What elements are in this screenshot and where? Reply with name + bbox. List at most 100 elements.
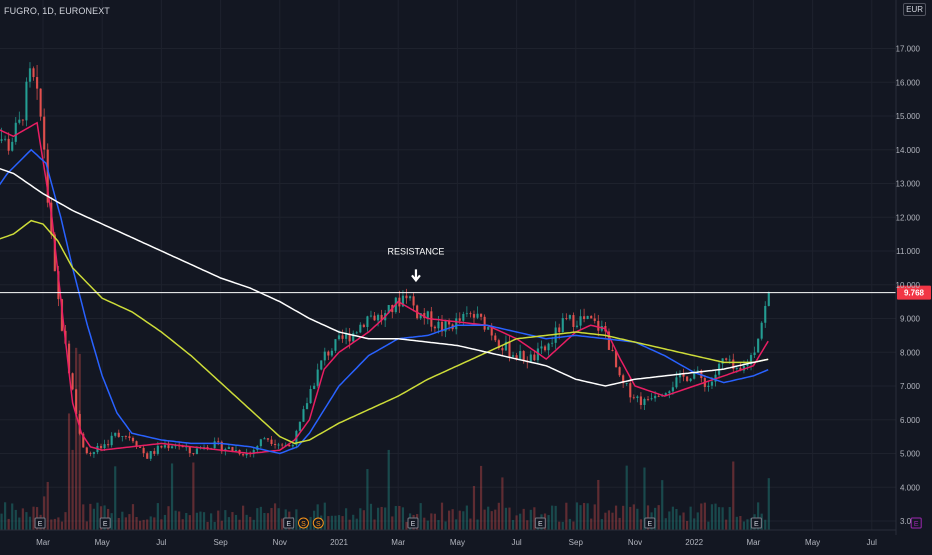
candle-body xyxy=(639,396,643,405)
candle-body xyxy=(767,292,770,306)
candle-body xyxy=(519,351,522,360)
candle-body xyxy=(376,314,380,321)
candle-body xyxy=(554,327,557,343)
candle-body xyxy=(213,441,216,449)
candle-body xyxy=(735,367,738,369)
candle-body xyxy=(11,141,14,151)
candle-body xyxy=(597,320,600,331)
volume-bar xyxy=(618,517,621,530)
volume-bar xyxy=(561,521,564,530)
split-marker[interactable]: S xyxy=(312,517,324,529)
volume-bar xyxy=(657,505,660,530)
earnings-marker[interactable]: E xyxy=(407,517,419,529)
candle-body xyxy=(469,313,472,315)
arrow-down-icon xyxy=(411,269,421,283)
candle-body xyxy=(337,335,341,340)
volume-bar xyxy=(430,513,433,530)
volume-bar xyxy=(124,517,127,530)
volume-bar xyxy=(277,508,280,530)
x-tick-label: Jul xyxy=(511,538,521,547)
candle-body xyxy=(497,340,500,349)
volume-bar xyxy=(309,516,312,530)
volume-bar xyxy=(156,503,159,530)
volume-bar xyxy=(440,502,444,530)
x-tick-label: May xyxy=(450,538,465,547)
volume-bar xyxy=(60,521,64,530)
earnings-marker[interactable]: E xyxy=(534,517,546,529)
candle-body xyxy=(110,435,113,446)
volume-bar xyxy=(593,504,596,530)
earnings-marker[interactable]: E xyxy=(644,517,656,529)
volume-bar xyxy=(273,503,277,530)
candle-body xyxy=(757,338,760,353)
volume-bar xyxy=(387,449,390,530)
volume-bar xyxy=(700,503,703,530)
candle-body xyxy=(423,313,426,318)
candle-body xyxy=(408,296,412,299)
volume-bar xyxy=(32,506,35,530)
candle-body xyxy=(558,327,561,333)
x-tick-label: 2022 xyxy=(685,538,703,547)
volume-bar xyxy=(206,521,209,530)
y-tick-label: 11.000 xyxy=(896,247,920,256)
candle-body xyxy=(146,453,149,459)
volume-bar xyxy=(717,507,721,530)
x-tick-label: Nov xyxy=(273,538,287,547)
volume-bar xyxy=(710,504,714,530)
volume-bar xyxy=(632,504,635,530)
earnings-badge-icon xyxy=(750,517,762,529)
volume-bar xyxy=(661,480,664,530)
candle-body xyxy=(71,373,74,390)
earnings-marker[interactable]: E xyxy=(283,517,295,529)
volume-bar xyxy=(64,512,67,530)
volume-bar xyxy=(625,465,628,530)
x-tick-label: May xyxy=(95,538,110,547)
symbol-title: FUGRO, 1D, EURONEXT xyxy=(4,6,110,16)
candle-body xyxy=(259,439,262,447)
candle-body xyxy=(138,446,142,448)
candle-body xyxy=(572,315,575,327)
candle-body xyxy=(273,444,277,445)
candle-body xyxy=(458,318,461,321)
volume-bar xyxy=(4,502,7,530)
candle-body xyxy=(693,372,696,379)
volume-bar xyxy=(636,508,639,530)
candle-body xyxy=(707,385,710,387)
earnings-marker[interactable]: E xyxy=(910,517,922,529)
volume-bar xyxy=(469,518,472,530)
currency-button[interactable]: EUR xyxy=(903,3,926,16)
candle-body xyxy=(533,354,536,361)
volume-bar xyxy=(376,507,380,530)
volume-bar xyxy=(398,505,401,530)
candle-body xyxy=(35,77,39,89)
candle-body xyxy=(298,421,302,431)
candle-body xyxy=(419,313,422,319)
volume-bar xyxy=(504,507,508,530)
candle-body xyxy=(732,359,735,369)
volume-bar xyxy=(345,508,348,530)
earnings-badge-icon xyxy=(407,517,419,529)
candle-body xyxy=(156,445,159,454)
volume-bar xyxy=(114,466,117,530)
candle-body xyxy=(387,305,390,314)
volume-bar xyxy=(71,449,74,530)
candle-body xyxy=(195,448,199,455)
candle-body xyxy=(607,331,611,350)
candle-body xyxy=(632,397,635,399)
volume-bar xyxy=(515,515,518,530)
candle-body xyxy=(622,375,625,384)
earnings-marker[interactable]: E xyxy=(34,517,46,529)
split-marker[interactable]: S xyxy=(297,517,309,529)
volume-bar xyxy=(465,505,468,530)
volume-bar xyxy=(405,521,408,530)
y-tick-label: 13.000 xyxy=(896,180,921,189)
earnings-marker[interactable]: E xyxy=(99,517,111,529)
candle-body xyxy=(103,444,106,449)
candle-body xyxy=(625,383,628,384)
candle-body xyxy=(302,409,305,422)
earnings-marker[interactable]: E xyxy=(750,517,762,529)
volume-bar xyxy=(263,512,266,530)
split-badge-icon xyxy=(297,517,309,529)
